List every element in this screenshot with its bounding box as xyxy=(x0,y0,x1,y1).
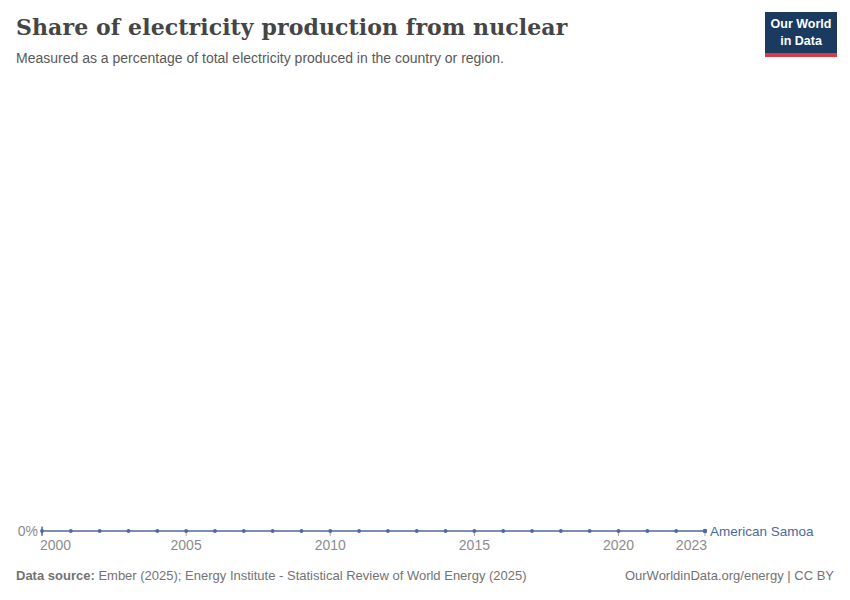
chart-page: Share of electricity production from nuc… xyxy=(0,0,850,600)
data-source-text: Ember (2025); Energy Institute - Statist… xyxy=(98,568,526,583)
footer-link-text: OurWorldinData.org/energy | CC BY xyxy=(625,568,834,583)
x-axis-tick-label: 2020 xyxy=(603,537,634,553)
footer-link[interactable]: OurWorldinData.org/energy | CC BY xyxy=(625,568,834,584)
data-source-note: Data source: Ember (2025); Energy Instit… xyxy=(16,568,527,584)
x-axis-tick-label: 2000 xyxy=(40,537,71,553)
series-label-american-samoa[interactable]: American Samoa xyxy=(710,524,814,539)
x-axis-tick-label: 2005 xyxy=(171,537,202,553)
chart-footer: Data source: Ember (2025); Energy Instit… xyxy=(16,568,834,584)
x-axis-labels: 2000 2005 2010 2015 2020 2023 xyxy=(0,537,850,555)
x-axis-tick-label: 2015 xyxy=(459,537,490,553)
x-axis-tick-label: 2010 xyxy=(315,537,346,553)
x-axis-tick-label: 2023 xyxy=(676,537,707,553)
chart-canvas[interactable] xyxy=(0,0,850,600)
data-source-label: Data source: xyxy=(16,568,95,583)
